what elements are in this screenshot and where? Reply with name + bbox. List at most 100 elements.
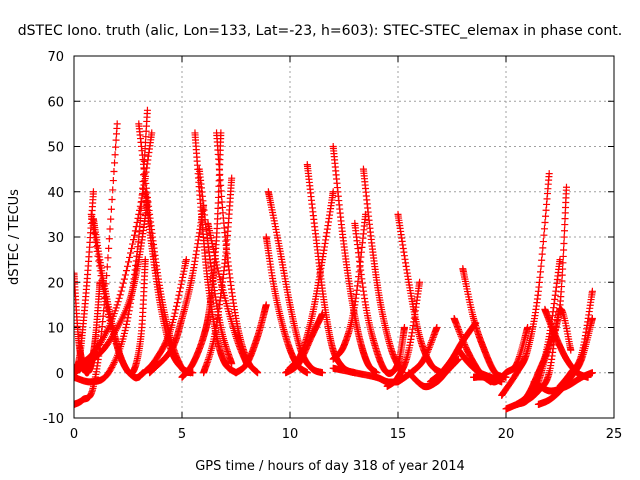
- data-point-marker: [90, 230, 98, 238]
- data-point-marker: [109, 362, 117, 370]
- data-point-marker: [455, 326, 463, 334]
- data-point-marker: [115, 294, 123, 302]
- y-tick-label: 20: [47, 276, 64, 291]
- data-point-marker: [457, 332, 465, 340]
- data-point-marker: [110, 359, 118, 367]
- data-point-marker: [538, 250, 546, 258]
- y-tick-label: -10: [43, 412, 64, 427]
- y-tick-label: 40: [47, 186, 64, 201]
- data-point-marker: [161, 340, 169, 348]
- data-point-marker: [537, 262, 545, 270]
- series-arc-42: [513, 305, 575, 408]
- data-point-marker: [111, 151, 119, 159]
- data-point-marker: [179, 270, 187, 278]
- data-point-marker: [162, 337, 170, 345]
- data-point-marker: [426, 342, 434, 350]
- data-point-marker: [107, 215, 115, 223]
- data-point-marker: [540, 231, 548, 239]
- data-point-marker: [114, 298, 122, 306]
- data-point-marker: [134, 214, 142, 222]
- data-point-marker: [109, 186, 117, 194]
- data-point-marker: [135, 210, 143, 218]
- data-point-marker: [562, 183, 570, 191]
- x-tick-label: 20: [498, 427, 515, 442]
- data-point-marker: [176, 288, 184, 296]
- data-point-marker: [141, 256, 149, 264]
- data-point-marker: [119, 279, 127, 287]
- data-point-marker: [588, 287, 596, 295]
- series-arc-11: [146, 201, 208, 377]
- data-point-marker: [117, 353, 125, 361]
- data-point-marker: [561, 227, 569, 235]
- data-point-marker: [127, 249, 135, 257]
- data-point-marker: [425, 344, 433, 352]
- data-point-marker: [214, 264, 222, 272]
- data-point-marker: [454, 355, 462, 363]
- series-arc-8: [74, 197, 151, 377]
- data-point-marker: [560, 240, 568, 248]
- data-point-marker: [99, 285, 107, 293]
- data-point-marker: [112, 136, 120, 144]
- data-point-marker: [105, 244, 113, 252]
- data-point-marker: [113, 301, 121, 309]
- data-point-marker: [318, 369, 326, 377]
- data-point-marker: [118, 283, 126, 291]
- data-point-marker: [121, 271, 129, 279]
- data-point-marker: [422, 352, 430, 360]
- x-tick-label: 10: [282, 427, 299, 442]
- data-point-marker: [103, 304, 111, 312]
- y-axis-label: dSTEC / TECUs: [7, 189, 22, 285]
- data-point-marker: [318, 310, 326, 318]
- data-point-marker: [558, 271, 566, 279]
- data-point-marker: [131, 227, 139, 235]
- data-point-marker: [132, 223, 140, 231]
- data-point-marker: [125, 258, 133, 266]
- data-point-marker: [97, 272, 105, 280]
- series-arc-45: [556, 287, 596, 390]
- x-tick-label: 25: [606, 427, 623, 442]
- series-arc-37: [459, 265, 510, 381]
- data-point-marker: [254, 369, 262, 377]
- x-tick-label: 0: [70, 427, 78, 442]
- data-point-marker: [128, 245, 136, 253]
- y-tick-label: 70: [47, 50, 64, 65]
- data-point-marker: [424, 347, 432, 355]
- data-point-marker: [429, 335, 437, 343]
- data-point-marker: [107, 205, 115, 213]
- data-point-marker: [459, 337, 467, 345]
- data-point-marker: [112, 304, 120, 312]
- data-point-marker: [558, 277, 566, 285]
- data-point-marker: [98, 276, 106, 284]
- data-point-marker: [209, 242, 217, 250]
- plot-border: [73, 55, 615, 419]
- data-point-marker: [524, 324, 532, 331]
- series-arc-17: [200, 174, 236, 377]
- data-point-marker: [118, 355, 126, 363]
- data-point-marker: [422, 350, 430, 358]
- x-axis-label: GPS time / hours of day 318 of year 2014: [195, 459, 465, 474]
- series-arc-26: [329, 210, 370, 363]
- data-point-marker: [545, 170, 553, 178]
- data-point-marker: [104, 307, 112, 315]
- data-point-marker: [126, 253, 134, 261]
- series-arc-39: [498, 170, 553, 399]
- data-point-marker: [109, 360, 117, 368]
- y-tick-label: 30: [47, 231, 64, 246]
- data-point-marker: [172, 306, 180, 314]
- data-point-marker: [136, 206, 144, 214]
- data-point-marker: [136, 202, 144, 210]
- series-arc-46: [530, 369, 596, 395]
- data-point-marker: [173, 299, 181, 307]
- series-arc-25: [329, 143, 380, 377]
- series-arc-33: [405, 355, 462, 391]
- data-point-marker: [116, 291, 124, 299]
- series-arc-15: [195, 165, 236, 368]
- data-point-marker: [109, 177, 117, 185]
- plot-area: [74, 106, 596, 413]
- data-point-marker: [162, 338, 170, 346]
- data-point-marker: [104, 254, 112, 262]
- data-point-marker: [108, 196, 116, 204]
- data-point-marker: [120, 275, 128, 283]
- data-point-marker: [102, 297, 110, 305]
